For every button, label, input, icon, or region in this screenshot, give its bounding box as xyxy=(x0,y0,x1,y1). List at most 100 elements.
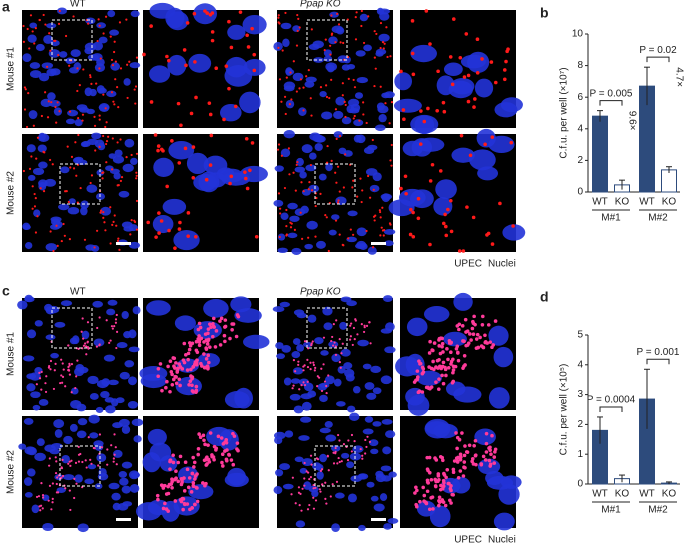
scale-bar xyxy=(116,518,131,521)
bacterium xyxy=(102,216,105,219)
bacterium xyxy=(218,319,222,323)
bacterium xyxy=(451,467,456,472)
scale-bar xyxy=(371,242,386,245)
bacterium xyxy=(440,373,444,378)
bacterium xyxy=(68,237,71,241)
bacterium xyxy=(206,353,211,358)
bacterium xyxy=(432,341,437,345)
bacterium xyxy=(172,356,177,361)
bacterium xyxy=(246,45,251,49)
bacterium xyxy=(455,435,460,440)
bacterium xyxy=(163,501,167,506)
bacterium xyxy=(105,140,109,143)
nucleus xyxy=(61,454,70,464)
bacterium xyxy=(449,350,453,355)
bacterium xyxy=(35,157,38,160)
bacterium xyxy=(78,84,81,87)
bacterium xyxy=(443,212,447,217)
bacterium xyxy=(415,369,420,373)
nucleus xyxy=(313,57,325,63)
bacterium xyxy=(441,478,446,483)
nucleus xyxy=(122,501,133,507)
nucleus xyxy=(365,168,378,176)
bacterium xyxy=(170,139,174,143)
bacterium xyxy=(192,460,197,465)
nucleus xyxy=(451,147,475,163)
bacterium xyxy=(190,383,194,388)
nucleus xyxy=(35,43,45,52)
bacterium xyxy=(192,465,196,469)
nucleus xyxy=(306,220,318,230)
nucleus xyxy=(129,62,141,69)
bacterium xyxy=(330,339,333,343)
nucleus xyxy=(398,188,426,207)
bacterium xyxy=(170,382,175,387)
bacterium xyxy=(93,246,96,249)
nucleus xyxy=(292,25,301,32)
nucleus xyxy=(319,453,328,463)
bacterium xyxy=(373,219,376,222)
bacterium xyxy=(441,350,445,354)
nucleus xyxy=(109,29,119,36)
bacterium xyxy=(450,380,455,385)
bacterium xyxy=(379,234,382,237)
nucleus xyxy=(448,80,474,99)
bacterium xyxy=(347,237,350,240)
bacterium xyxy=(325,161,329,164)
bacterium xyxy=(483,142,487,147)
bacterium xyxy=(235,441,240,445)
x-tick-label: KO xyxy=(615,197,630,208)
bacterium xyxy=(223,318,228,322)
nucleus xyxy=(349,412,360,422)
bacterium xyxy=(112,220,115,223)
bacterium xyxy=(194,234,198,239)
bacterium xyxy=(466,341,471,345)
bacterium xyxy=(322,336,326,339)
nucleus xyxy=(121,461,133,469)
bacterium xyxy=(48,484,52,487)
nucleus xyxy=(340,348,351,357)
bacterium xyxy=(100,446,103,449)
bacterium xyxy=(384,102,387,105)
bacterium xyxy=(104,229,107,232)
bacterium xyxy=(292,60,295,63)
bacterium xyxy=(359,177,362,180)
bacterium xyxy=(464,32,469,36)
nucleus xyxy=(80,141,89,148)
nucleus xyxy=(95,406,104,414)
bacterium xyxy=(44,390,48,394)
nucleus xyxy=(384,346,396,354)
nucleus xyxy=(24,446,36,455)
bacterium xyxy=(325,391,328,395)
row-label: Mouse #1 xyxy=(6,47,17,91)
bacterium xyxy=(116,184,119,187)
bacterium xyxy=(440,455,445,460)
bacterium xyxy=(195,358,199,362)
nucleus xyxy=(128,241,141,249)
bacterium xyxy=(66,145,69,148)
bacterium xyxy=(76,89,79,93)
bacterium xyxy=(52,387,56,391)
bacterium xyxy=(335,480,339,483)
bacterium xyxy=(490,242,495,246)
bacterium xyxy=(335,181,338,184)
bacterium xyxy=(86,321,90,324)
nucleus xyxy=(354,92,364,99)
nucleus xyxy=(277,247,288,254)
bacterium xyxy=(56,101,59,104)
nucleus xyxy=(29,62,41,69)
bacterium xyxy=(170,372,174,377)
nucleus xyxy=(71,387,79,395)
bacterium xyxy=(454,347,459,351)
nucleus xyxy=(91,132,102,140)
bacterium xyxy=(67,365,70,369)
bacterium xyxy=(307,347,310,350)
nucleus xyxy=(345,374,355,382)
bacterium xyxy=(445,347,449,351)
bacterium xyxy=(371,138,374,142)
nucleus xyxy=(98,103,110,112)
nucleus xyxy=(98,87,107,94)
bacterium xyxy=(285,234,288,237)
nucleus xyxy=(239,91,261,114)
nucleus xyxy=(124,360,135,368)
